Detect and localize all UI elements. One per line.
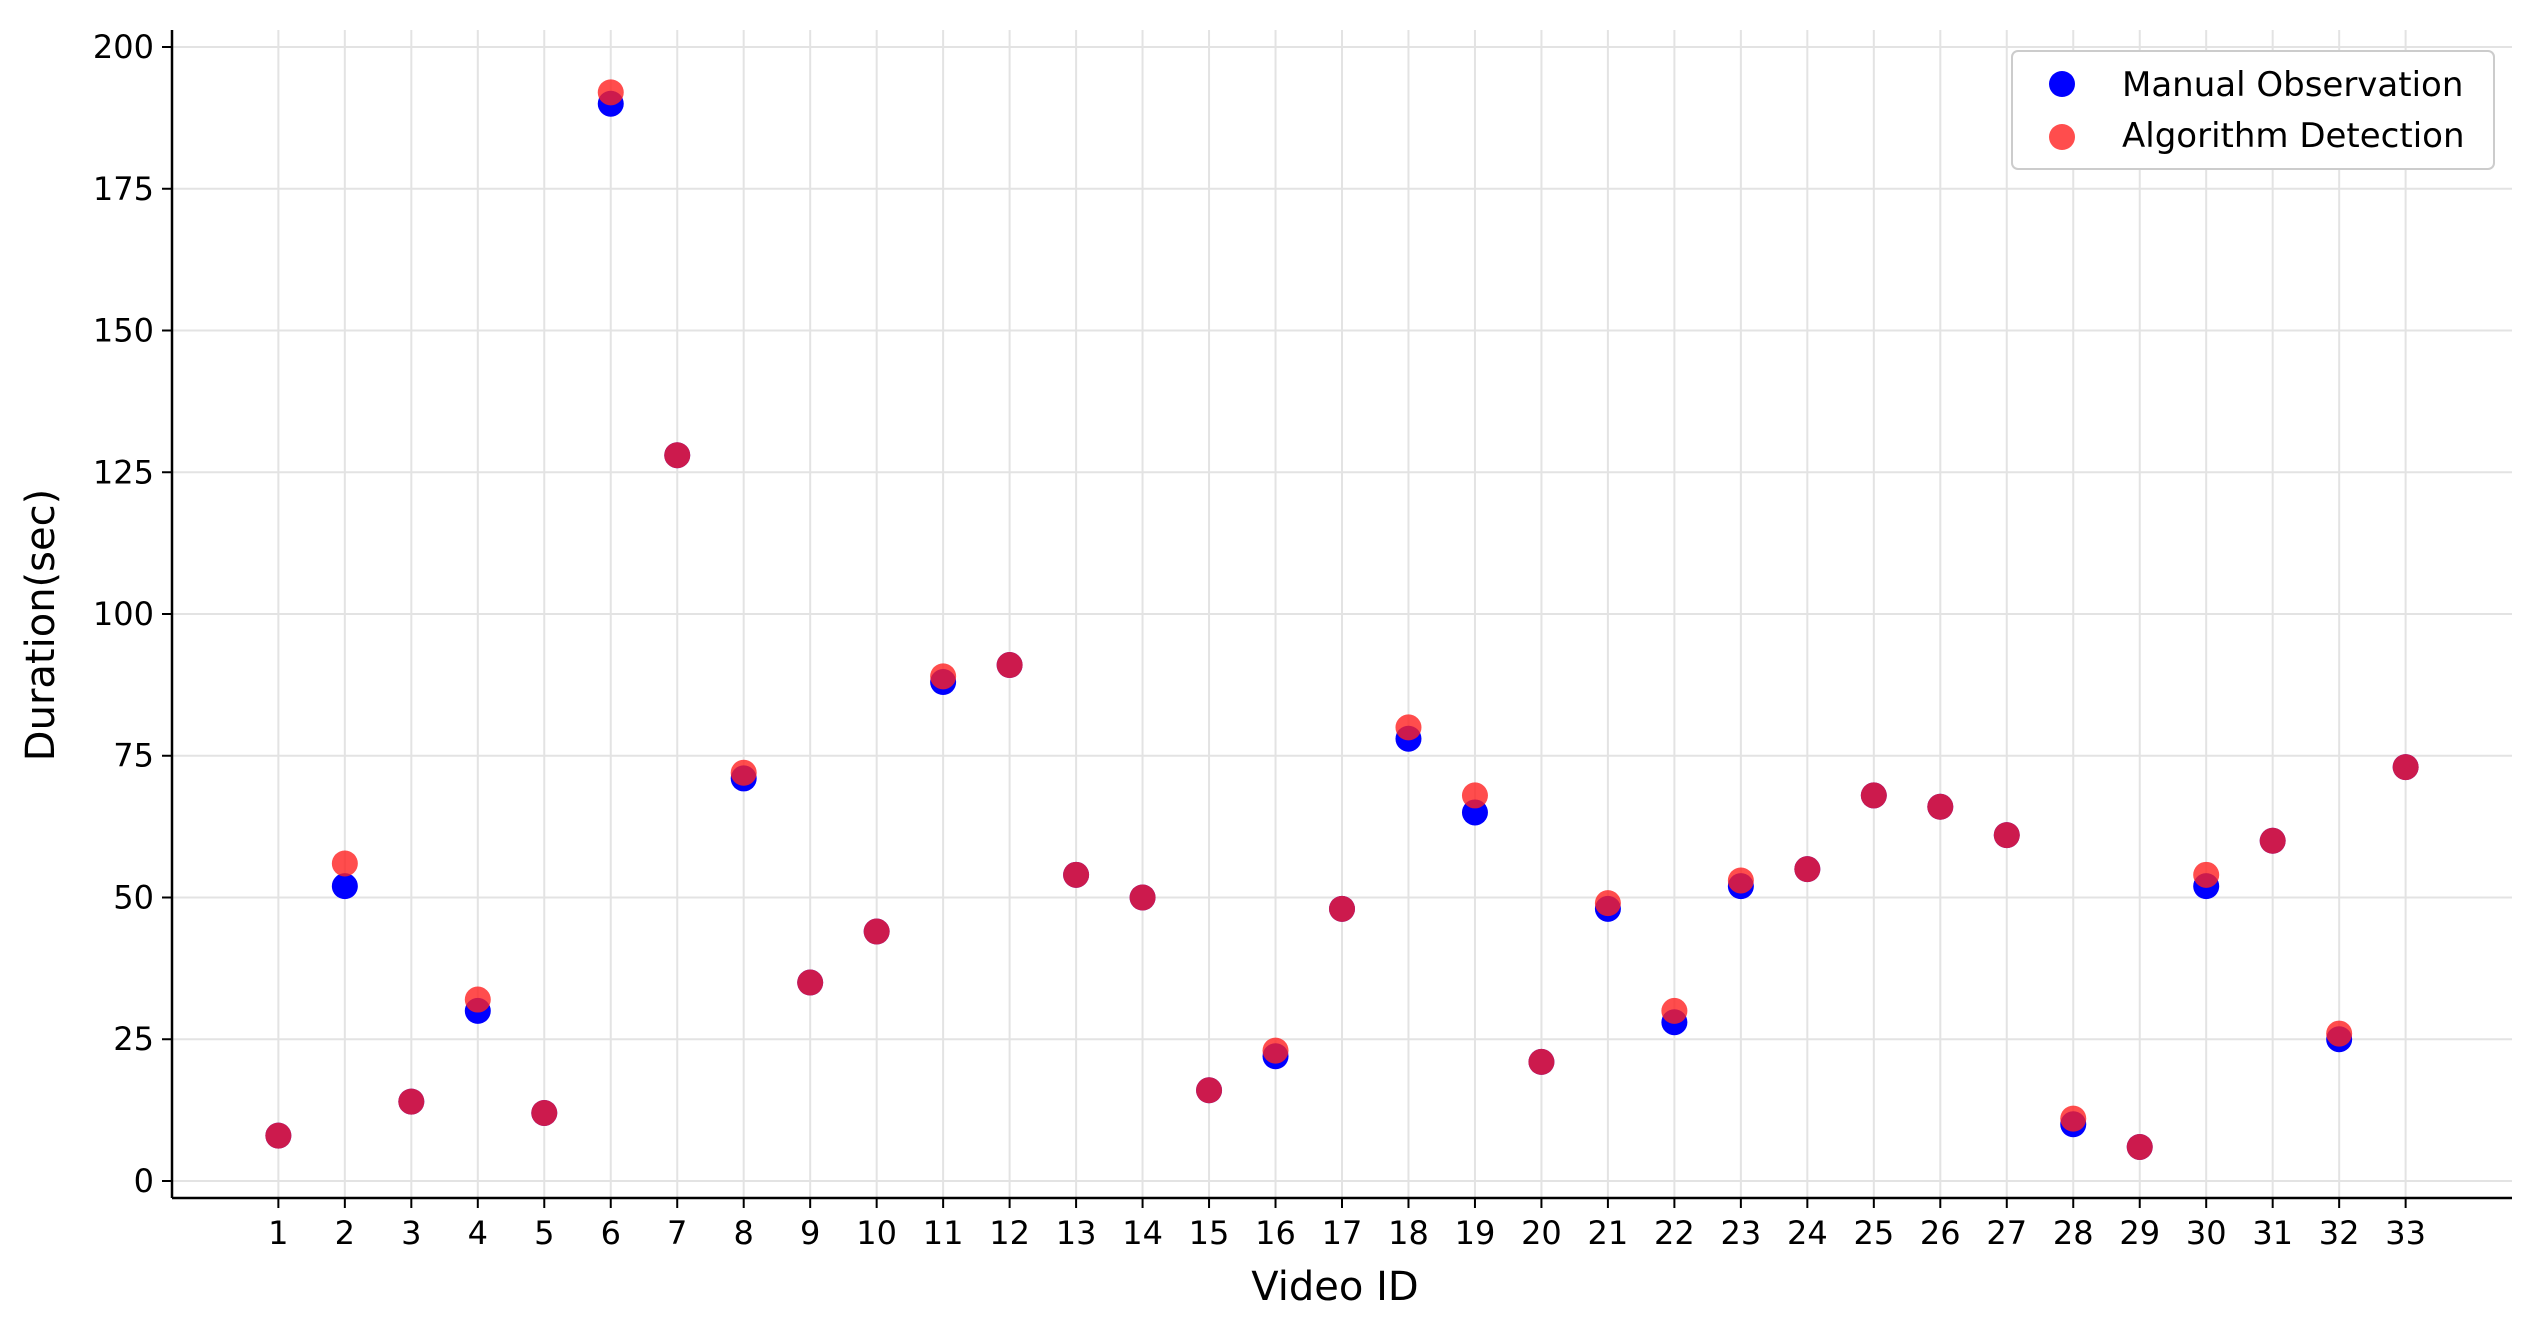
data-point bbox=[1461, 782, 1488, 809]
x-tick-label: 12 bbox=[989, 1214, 1030, 1252]
x-tick-label: 30 bbox=[2186, 1214, 2227, 1252]
data-point bbox=[797, 969, 824, 996]
legend-label-algorithm-detection: Algorithm Detection bbox=[2122, 116, 2465, 156]
data-point bbox=[1860, 782, 1887, 809]
y-axis-title: Duration(sec) bbox=[18, 489, 64, 761]
x-tick-label: 33 bbox=[2385, 1214, 2426, 1252]
data-point bbox=[265, 1122, 292, 1149]
data-point bbox=[930, 663, 957, 690]
data-point bbox=[597, 79, 624, 106]
data-point bbox=[1528, 1048, 1555, 1075]
x-tick-label: 4 bbox=[468, 1214, 488, 1252]
x-tick-label: 24 bbox=[1787, 1214, 1828, 1252]
x-tick-label: 18 bbox=[1388, 1214, 1429, 1252]
data-point bbox=[1329, 895, 1355, 922]
x-axis-title: Video ID bbox=[1251, 1264, 1418, 1310]
data-point bbox=[331, 873, 358, 900]
data-point bbox=[1661, 997, 1688, 1024]
legend-label-manual-observation: Manual Observation bbox=[2122, 65, 2463, 105]
data-point bbox=[1993, 822, 2020, 849]
legend-marker-algorithm-detection bbox=[2049, 124, 2075, 150]
data-point bbox=[531, 1099, 558, 1126]
tick-labels: 1 2 3 4 5 6 7 8 9 10 11 12 13 14 15 16 17 18 19 20 21 22 23 24 2… bbox=[93, 28, 2426, 1252]
data-point bbox=[664, 442, 691, 469]
data-point bbox=[2259, 827, 2286, 854]
x-tick-label: 31 bbox=[2252, 1214, 2293, 1252]
y-tick-label: 50 bbox=[113, 878, 154, 916]
y-tick-label: 125 bbox=[93, 453, 154, 491]
x-tick-label: 9 bbox=[800, 1214, 820, 1252]
y-tick-label: 200 bbox=[93, 28, 154, 66]
y-tick-label: 25 bbox=[113, 1020, 154, 1058]
x-tick-label: 29 bbox=[2119, 1214, 2160, 1252]
x-tick-label: 22 bbox=[1654, 1214, 1695, 1252]
x-tick-label: 7 bbox=[667, 1214, 687, 1252]
data-point bbox=[2326, 1020, 2353, 1047]
legend-frame bbox=[2011, 50, 2495, 170]
x-tick-label: 26 bbox=[1920, 1214, 1961, 1252]
data-point bbox=[2392, 754, 2419, 781]
x-tick-label: 6 bbox=[601, 1214, 621, 1252]
series-1 bbox=[265, 79, 2419, 1160]
data-point bbox=[331, 850, 358, 877]
x-tick-label: 28 bbox=[2053, 1214, 2094, 1252]
y-tick-label: 175 bbox=[93, 170, 154, 208]
data-point bbox=[863, 918, 890, 945]
grid-lines bbox=[172, 30, 2512, 1198]
y-tick-label: 0 bbox=[134, 1162, 154, 1200]
data-point bbox=[1594, 890, 1621, 917]
x-tick-label: 20 bbox=[1521, 1214, 1562, 1252]
data-points bbox=[265, 79, 2419, 1160]
legend: Manual Observation Algorithm Detection bbox=[2011, 50, 2495, 170]
axes bbox=[162, 30, 2512, 1208]
data-point bbox=[730, 759, 757, 786]
y-tick-label: 150 bbox=[93, 312, 154, 350]
data-point bbox=[1395, 714, 1422, 741]
x-tick-label: 14 bbox=[1122, 1214, 1163, 1252]
x-tick-label: 32 bbox=[2319, 1214, 2360, 1252]
x-tick-label: 8 bbox=[734, 1214, 754, 1252]
x-tick-label: 16 bbox=[1255, 1214, 1296, 1252]
y-tick-label: 75 bbox=[113, 737, 154, 775]
x-tick-label: 21 bbox=[1588, 1214, 1629, 1252]
data-point bbox=[2193, 861, 2220, 888]
x-tick-label: 10 bbox=[856, 1214, 897, 1252]
x-tick-label: 11 bbox=[923, 1214, 964, 1252]
x-tick-label: 3 bbox=[401, 1214, 421, 1252]
data-point bbox=[1727, 867, 1754, 894]
data-point bbox=[2060, 1105, 2087, 1132]
x-tick-label: 17 bbox=[1322, 1214, 1363, 1252]
x-tick-label: 25 bbox=[1853, 1214, 1894, 1252]
data-point bbox=[1063, 861, 1090, 888]
data-point bbox=[2126, 1133, 2153, 1160]
data-point bbox=[1196, 1077, 1223, 1104]
x-tick-label: 13 bbox=[1056, 1214, 1097, 1252]
x-tick-label: 1 bbox=[268, 1214, 288, 1252]
x-tick-label: 15 bbox=[1189, 1214, 1230, 1252]
data-point bbox=[1794, 856, 1821, 883]
x-tick-label: 27 bbox=[1986, 1214, 2027, 1252]
x-tick-label: 5 bbox=[534, 1214, 554, 1252]
y-tick-label: 100 bbox=[93, 595, 154, 633]
x-tick-label: 23 bbox=[1721, 1214, 1762, 1252]
x-tick-label: 2 bbox=[335, 1214, 355, 1252]
data-point bbox=[1129, 884, 1156, 911]
legend-marker-manual-observation bbox=[2049, 71, 2075, 97]
data-point bbox=[464, 986, 491, 1013]
data-point bbox=[996, 652, 1023, 679]
data-point bbox=[398, 1088, 425, 1115]
data-point bbox=[1262, 1037, 1289, 1064]
x-tick-label: 19 bbox=[1455, 1214, 1496, 1252]
data-point bbox=[1927, 793, 1954, 820]
